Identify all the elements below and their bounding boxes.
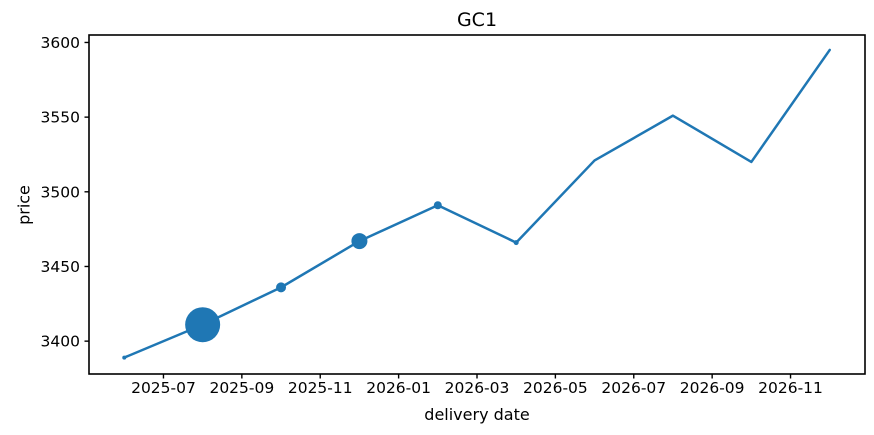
data-point-marker	[351, 233, 368, 250]
x-tick-label: 2026-09	[680, 379, 745, 397]
x-axis-label: delivery date	[424, 405, 530, 424]
data-point-marker	[122, 355, 127, 360]
x-tick-label: 2026-07	[601, 379, 666, 397]
data-point-marker	[513, 240, 519, 246]
x-tick-label: 2026-05	[523, 379, 588, 397]
y-tick-label: 3450	[41, 258, 80, 276]
data-point-marker	[276, 282, 287, 293]
price-line	[123, 48, 831, 359]
x-tick-label: 2026-03	[445, 379, 510, 397]
y-tick-label: 3500	[41, 183, 80, 201]
y-tick-label: 3400	[41, 333, 80, 351]
data-point-marker	[433, 201, 442, 210]
data-point-marker	[185, 307, 221, 343]
x-tick-label: 2026-11	[758, 379, 823, 397]
x-tick-label: 2026-01	[366, 379, 431, 397]
y-tick-label: 3600	[41, 34, 80, 52]
x-tick-label: 2025-11	[288, 379, 353, 397]
chart-title: GC1	[456, 9, 498, 31]
y-tick-label: 3550	[41, 109, 80, 127]
x-tick-label: 2025-09	[209, 379, 274, 397]
x-tick-label: 2025-07	[131, 379, 196, 397]
